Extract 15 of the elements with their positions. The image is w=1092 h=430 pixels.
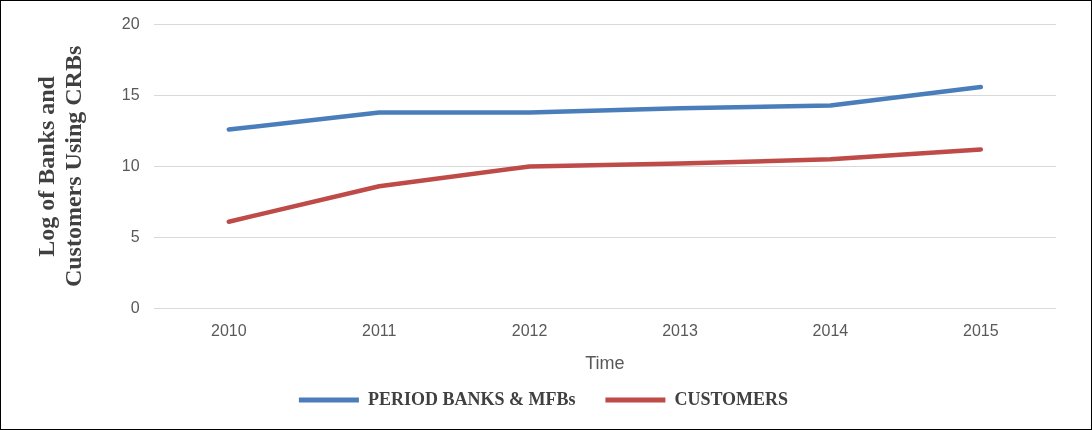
x-tick-label: 2011 xyxy=(361,322,397,340)
legend-label: PERIOD BANKS & MFBs xyxy=(367,388,576,409)
x-axis-title: Time xyxy=(585,353,625,374)
x-tick-label: 2014 xyxy=(812,322,849,340)
x-tick-label: 2010 xyxy=(211,322,247,340)
y-tick-label: 10 xyxy=(121,156,140,174)
y-axis-title: Log of Banks and Customers Using CRBs xyxy=(33,45,86,288)
legend-label: CUSTOMERS xyxy=(674,388,789,409)
x-tick-label: 2015 xyxy=(963,322,999,340)
y-tick-label: 0 xyxy=(130,298,140,316)
y-tick-label: 15 xyxy=(121,85,140,103)
y-tick-label: 20 xyxy=(121,15,140,33)
x-tick-label: 2013 xyxy=(662,322,698,340)
y-tick-label: 5 xyxy=(130,227,140,245)
x-tick-label: 2012 xyxy=(511,322,548,340)
